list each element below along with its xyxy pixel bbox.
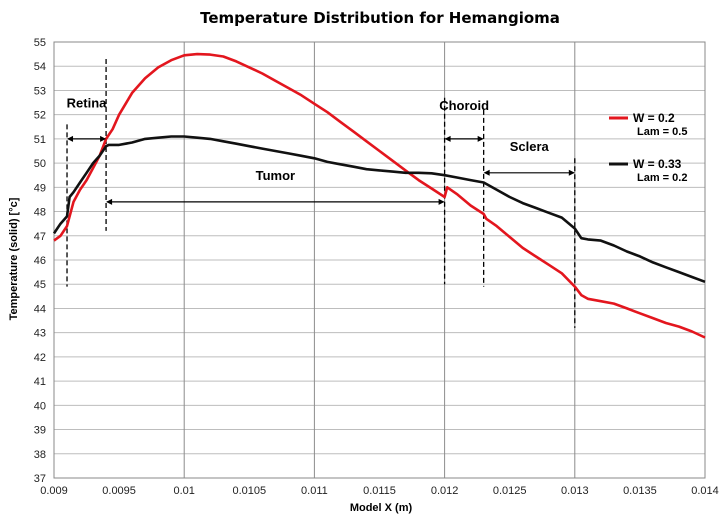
chart-title: Temperature Distribution for Hemangioma (200, 9, 560, 27)
y-tick-label: 46 (34, 255, 46, 267)
y-tick-label: 54 (34, 61, 46, 73)
legend-label-1: W = 0.2 (633, 111, 675, 125)
region-label-choroid: Choroid (439, 98, 489, 113)
region-label-sclera: Sclera (510, 139, 550, 154)
x-tick-label: 0.011 (301, 485, 328, 497)
x-tick-label: 0.013 (561, 485, 589, 497)
y-tick-label: 41 (34, 376, 46, 388)
plot-frame (53, 41, 706, 479)
annotation-arrowhead-right (438, 198, 445, 205)
legend-sublabel-2: Lam = 0.2 (637, 172, 687, 184)
annotation-arrowhead-left (106, 198, 113, 205)
x-tick-label: 0.0105 (232, 485, 266, 497)
x-axis-label: Model X (m) (350, 502, 413, 514)
annotation-arrowhead-right (100, 135, 107, 142)
y-tick-label: 40 (34, 400, 46, 412)
x-tick-label: 0.014 (691, 485, 719, 497)
x-tick-label: 0.01 (173, 485, 194, 497)
annotation-arrowhead-left (483, 169, 490, 176)
annotation-arrowhead-left (444, 135, 451, 142)
annotation-arrowhead-right (477, 135, 484, 142)
x-tick-label: 0.0095 (102, 485, 136, 497)
y-tick-label: 45 (34, 279, 46, 291)
y-tick-label: 38 (34, 449, 46, 461)
x-tick-label: 0.012 (431, 485, 459, 497)
series-line-1 (53, 52, 706, 339)
series-line-2 (52, 135, 706, 284)
y-tick-label: 44 (34, 303, 46, 315)
y-tick-label: 49 (34, 182, 46, 194)
region-label-tumor: Tumor (256, 168, 295, 183)
x-tick-label: 0.009 (40, 485, 68, 497)
legend-sublabel-1: Lam = 0.5 (637, 126, 687, 138)
y-tick-label: 50 (34, 158, 46, 170)
x-tick-label: 0.0125 (493, 485, 527, 497)
annotation-arrowhead-left (67, 135, 74, 142)
x-tick-label: 0.0115 (363, 485, 396, 497)
y-tick-label: 47 (34, 231, 46, 243)
y-tick-label: 55 (34, 37, 46, 49)
y-tick-label: 51 (34, 134, 46, 146)
y-axis-label: Temperature (solid) [°c] (8, 197, 20, 320)
region-annotations: Retina Tumor Choroid Sclera (67, 95, 575, 205)
data-series (52, 52, 706, 339)
y-tick-label: 48 (34, 207, 46, 219)
x-tick-label: 0.0135 (623, 485, 657, 497)
y-tick-label: 52 (34, 110, 46, 122)
y-tick-label: 37 (34, 473, 46, 485)
y-axis-ticks: 37 38 39 40 41 42 43 44 45 46 47 48 49 50 51 52 53 54 55 (34, 37, 46, 485)
y-tick-label: 53 (34, 85, 46, 97)
y-tick-label: 43 (34, 328, 46, 340)
annotation-arrowhead-right (568, 169, 575, 176)
x-axis-ticks: 0.009 0.0095 0.01 0.0105 0.011 0.0115 0.012 0.0… (40, 485, 719, 497)
legend-label-2: W = 0.33 (633, 157, 682, 171)
layer-boundaries (66, 58, 576, 328)
y-tick-label: 42 (34, 352, 46, 364)
region-label-retina: Retina (67, 95, 108, 110)
grid-lines (53, 41, 706, 479)
y-tick-label: 39 (34, 425, 46, 437)
